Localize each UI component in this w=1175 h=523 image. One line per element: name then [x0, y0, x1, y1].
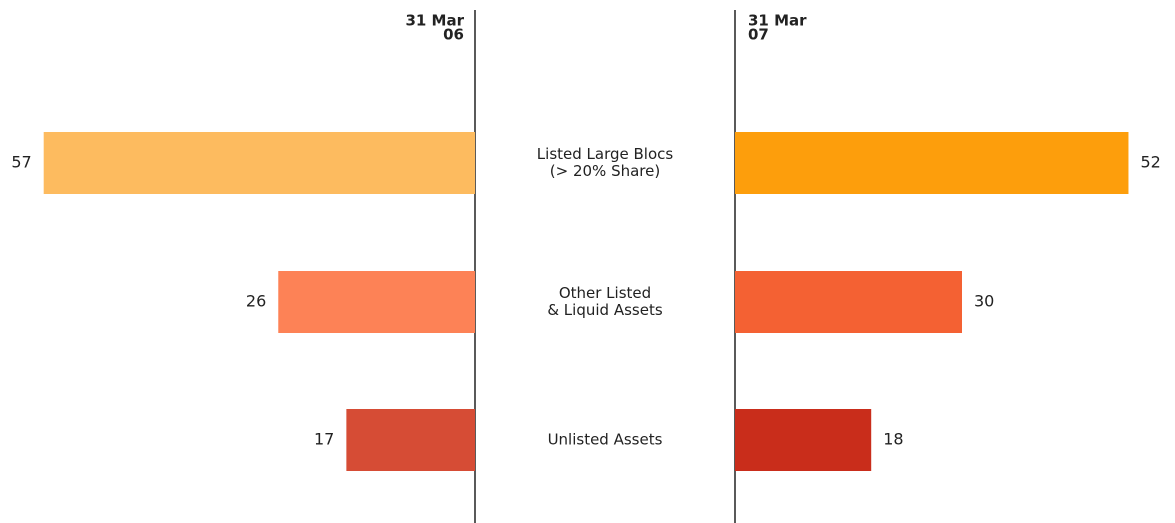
bar: [346, 409, 475, 471]
bar: [735, 132, 1129, 194]
value-label: 52: [1140, 153, 1160, 172]
value-label: 26: [246, 292, 266, 311]
series-header: 31 Mar: [405, 12, 464, 30]
bar: [735, 409, 872, 471]
bar: [278, 271, 475, 333]
category-label: & Liquid Assets: [547, 301, 662, 319]
series-header: 07: [748, 26, 769, 44]
category-label: Unlisted Assets: [548, 431, 663, 449]
series-header: 06: [443, 26, 464, 44]
value-label: 57: [11, 153, 31, 172]
series-header: 31 Mar: [748, 12, 807, 30]
value-label: 30: [974, 292, 994, 311]
category-label: Other Listed: [559, 284, 651, 302]
bar: [735, 271, 962, 333]
category-label: Listed Large Blocs: [537, 145, 674, 163]
bar: [43, 132, 475, 194]
category-label: (> 20% Share): [550, 162, 660, 180]
value-label: 17: [314, 430, 334, 449]
value-label: 18: [883, 430, 903, 449]
